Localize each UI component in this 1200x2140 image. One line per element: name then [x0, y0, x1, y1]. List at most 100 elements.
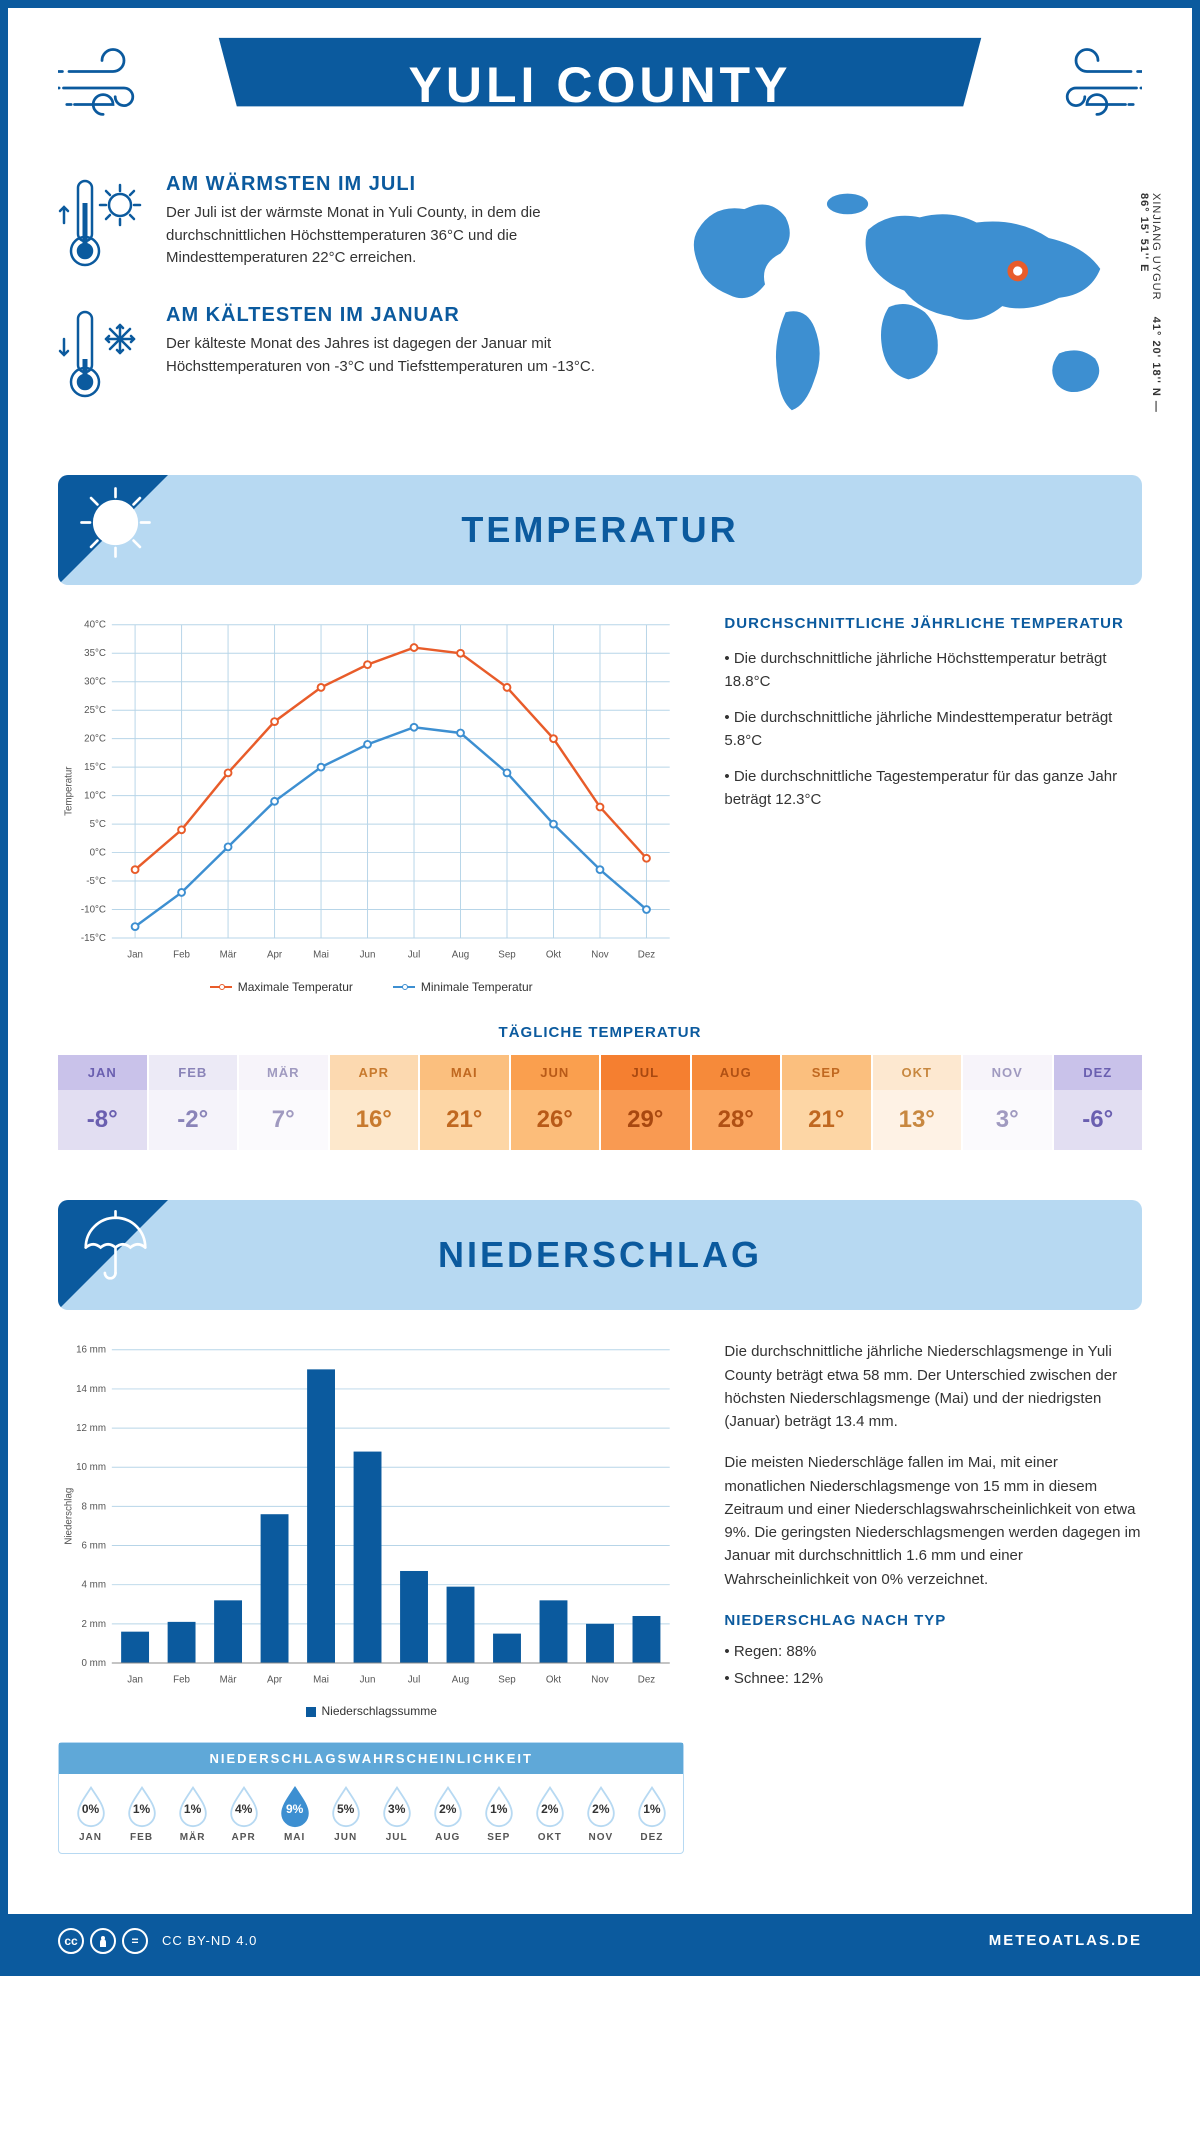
svg-text:6 mm: 6 mm — [82, 1541, 106, 1552]
svg-text:Aug: Aug — [452, 1675, 469, 1686]
daily-month: JUL — [601, 1055, 690, 1090]
svg-text:Sep: Sep — [498, 950, 516, 961]
daily-month: NOV — [963, 1055, 1052, 1090]
page-subtitle: CHINA — [208, 120, 992, 135]
coldest-fact: AM KÄLTESTEN IM JANUAR Der kälteste Mona… — [58, 304, 627, 409]
drop-icon: 2% — [532, 1784, 568, 1828]
svg-text:10°C: 10°C — [84, 791, 106, 802]
wind-icon — [1032, 48, 1142, 133]
daily-month: JAN — [58, 1055, 147, 1090]
daily-col: JUL29° — [601, 1055, 692, 1150]
drop-icon: 2% — [430, 1784, 466, 1828]
daily-month: APR — [330, 1055, 419, 1090]
by-icon — [90, 1928, 116, 1954]
prob-cell: 2% NOV — [575, 1784, 626, 1843]
coldest-title: AM KÄLTESTEN IM JANUAR — [166, 304, 627, 327]
daily-month: DEZ — [1054, 1055, 1143, 1090]
prob-month: NOV — [575, 1832, 626, 1843]
precip-type-bullet: • Schnee: 12% — [724, 1667, 1142, 1690]
daily-value: 21° — [782, 1090, 871, 1150]
umbrella-icon — [73, 1205, 158, 1295]
precip-type-title: NIEDERSCHLAG NACH TYP — [724, 1609, 1142, 1632]
daily-value: 28° — [692, 1090, 781, 1150]
daily-month: MÄR — [239, 1055, 328, 1090]
prob-cell: 5%JUN — [320, 1784, 371, 1843]
daily-col: JUN26° — [511, 1055, 602, 1150]
svg-text:20°C: 20°C — [84, 734, 106, 745]
svg-text:2 mm: 2 mm — [82, 1619, 106, 1630]
svg-text:Jul: Jul — [408, 950, 420, 961]
daily-value: 29° — [601, 1090, 690, 1150]
prob-cell: 2%AUG — [422, 1784, 473, 1843]
header: YULI COUNTY CHINA — [58, 38, 1142, 143]
svg-text:30°C: 30°C — [84, 677, 106, 688]
prob-cell: 9%MAI — [269, 1784, 320, 1843]
temp-bullet: • Die durchschnittliche Tagestemperatur … — [724, 766, 1142, 811]
precip-legend-label: Niederschlagssumme — [322, 1704, 437, 1718]
prob-cell: 2% OKT — [524, 1784, 575, 1843]
coords-region: XINJIANG UYGUR — [1150, 193, 1162, 301]
prob-cell: 1%DEZ — [626, 1784, 677, 1843]
prob-cell: 4% APR — [218, 1784, 269, 1843]
coldest-text: Der kälteste Monat des Jahres ist dagege… — [166, 333, 627, 378]
thermometer-snow-icon — [58, 304, 148, 409]
svg-text:Jun: Jun — [360, 1675, 376, 1686]
svg-text:15°C: 15°C — [84, 762, 106, 773]
drop-icon: 3% — [379, 1784, 415, 1828]
daily-col: MAI21° — [420, 1055, 511, 1150]
daily-temp-title: TÄGLICHE TEMPERATUR — [58, 1024, 1142, 1041]
prob-month: MAI — [269, 1832, 320, 1843]
precipitation-legend: Niederschlagssumme — [58, 1704, 684, 1718]
svg-text:Nov: Nov — [591, 1675, 608, 1686]
daily-month: JUN — [511, 1055, 600, 1090]
svg-text:-5°C: -5°C — [86, 876, 106, 887]
svg-text:Mai: Mai — [313, 950, 329, 961]
svg-text:10 mm: 10 mm — [76, 1463, 106, 1474]
prob-month: JAN — [65, 1832, 116, 1843]
thermometer-sun-icon — [58, 173, 148, 278]
daily-col: OKT13° — [873, 1055, 964, 1150]
temperature-banner: TEMPERATUR — [58, 475, 1142, 585]
svg-text:Jan: Jan — [127, 950, 143, 961]
svg-text:Dez: Dez — [638, 950, 655, 961]
prob-month: APR — [218, 1832, 269, 1843]
daily-col: DEZ-6° — [1054, 1055, 1143, 1150]
prob-month: JUL — [371, 1832, 422, 1843]
daily-value: 3° — [963, 1090, 1052, 1150]
temperature-legend: Maximale Temperatur Minimale Temperatur — [58, 980, 684, 994]
daily-col: SEP21° — [782, 1055, 873, 1150]
daily-value: -6° — [1054, 1090, 1143, 1150]
svg-text:Jan: Jan — [127, 1675, 143, 1686]
prob-cell: 3% JUL — [371, 1784, 422, 1843]
daily-value: -8° — [58, 1090, 147, 1150]
svg-text:Aug: Aug — [452, 950, 469, 961]
svg-text:12 mm: 12 mm — [76, 1423, 106, 1434]
svg-text:Sep: Sep — [498, 1675, 516, 1686]
probability-title: NIEDERSCHLAGSWAHRSCHEINLICHKEIT — [59, 1743, 683, 1774]
drop-icon: 4% — [226, 1784, 262, 1828]
svg-text:5°C: 5°C — [90, 819, 106, 830]
svg-text:4 mm: 4 mm — [82, 1580, 106, 1591]
prob-month: OKT — [524, 1832, 575, 1843]
sun-icon — [73, 480, 158, 570]
cc-icon: cc — [58, 1928, 84, 1954]
svg-text:Dez: Dez — [638, 1675, 655, 1686]
title-banner: YULI COUNTY CHINA — [208, 38, 992, 143]
site-name: METEOATLAS.DE — [989, 1932, 1142, 1949]
svg-text:Mär: Mär — [220, 950, 238, 961]
prob-month: SEP — [473, 1832, 524, 1843]
svg-text:Apr: Apr — [267, 950, 283, 961]
drop-icon: 2% — [583, 1784, 619, 1828]
daily-col: FEB-2° — [149, 1055, 240, 1150]
svg-text:Apr: Apr — [267, 1675, 283, 1686]
precipitation-chart: 0 mm2 mm4 mm6 mm8 mm10 mm12 mm14 mm16 mm… — [58, 1340, 684, 1717]
daily-col: MÄR7° — [239, 1055, 330, 1150]
daily-col: JAN-8° — [58, 1055, 149, 1150]
daily-col: NOV3° — [963, 1055, 1054, 1150]
daily-col: AUG28° — [692, 1055, 783, 1150]
warmest-title: AM WÄRMSTEN IM JULI — [166, 173, 627, 196]
svg-text:Jul: Jul — [408, 1675, 420, 1686]
coordinates: XINJIANG UYGUR 41° 20' 18'' N — 86° 15' … — [1138, 193, 1162, 435]
probability-box: NIEDERSCHLAGSWAHRSCHEINLICHKEIT 0%JAN1%F… — [58, 1742, 684, 1854]
svg-text:40°C: 40°C — [84, 620, 106, 631]
